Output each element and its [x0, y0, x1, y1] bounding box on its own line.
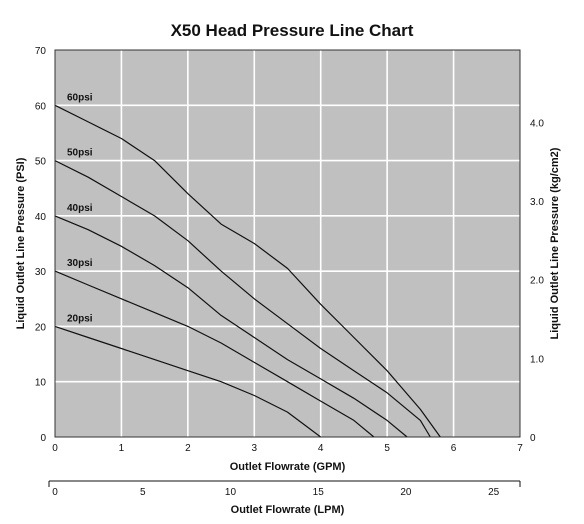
y2-tick-label: 3.0: [530, 197, 544, 208]
y-tick-label: 0: [40, 433, 46, 444]
series-line-20psi: [54, 325, 322, 438]
x2-axis-label: Outlet Flowrate (LPM): [231, 504, 345, 516]
series-label-50psi: 50psi: [67, 148, 93, 159]
y2-tick-label: 2.0: [530, 276, 544, 287]
y-tick-label: 60: [35, 101, 47, 112]
series-label-60psi: 60psi: [67, 92, 93, 103]
x2-tick-label: 5: [140, 487, 146, 498]
x-tick-label: 4: [318, 443, 324, 454]
x2-tick-label: 20: [400, 487, 412, 498]
lpm-axis: 0 5 10 15 20 25: [48, 480, 521, 498]
plot-border: [54, 49, 521, 438]
y-tick-label: 50: [35, 157, 47, 168]
series-line-30psi: [54, 270, 375, 438]
x2-tick-label: 25: [488, 487, 500, 498]
y-tick-label: 70: [35, 46, 47, 57]
series-line-50psi: [54, 160, 431, 438]
x-tick-label: 2: [185, 443, 191, 454]
x-tick-label: 5: [384, 443, 390, 454]
y-axis-label: Liquid Outlet Line Pressure (PSI): [15, 157, 27, 329]
y2-tick-label: 0: [530, 433, 536, 444]
x2-tick-label: 10: [225, 487, 237, 498]
y-tick-label: 30: [35, 267, 47, 278]
chart-title: X50 Head Pressure Line Chart: [171, 21, 414, 40]
series-label-20psi: 20psi: [67, 313, 93, 324]
series-line-60psi: [54, 104, 441, 438]
series-label-30psi: 30psi: [67, 258, 93, 269]
series-lines: 20psi 30psi 40psi 50psi 60psi: [54, 92, 441, 438]
plot-area: [55, 50, 520, 437]
x-tick-label: 1: [119, 443, 125, 454]
y2-axis-label: Liquid Outlet Line Pressure (kg/cm2): [549, 147, 561, 339]
grid: [55, 50, 520, 437]
x-tick-label: 0: [52, 443, 58, 454]
series-line-40psi: [54, 215, 408, 438]
x-axis-label: Outlet Flowrate (GPM): [230, 461, 346, 473]
x2-tick-label: 15: [313, 487, 325, 498]
y2-tick-label: 4.0: [530, 118, 544, 129]
y-tick-label: 20: [35, 322, 47, 333]
y-tick-label: 10: [35, 378, 47, 389]
x-tick-label: 3: [252, 443, 258, 454]
series-label-40psi: 40psi: [67, 203, 93, 214]
x2-tick-label: 0: [52, 487, 58, 498]
y-tick-label: 40: [35, 212, 47, 223]
y2-tick-label: 1.0: [530, 354, 544, 365]
x-tick-label: 7: [517, 443, 523, 454]
x-tick-label: 6: [451, 443, 457, 454]
